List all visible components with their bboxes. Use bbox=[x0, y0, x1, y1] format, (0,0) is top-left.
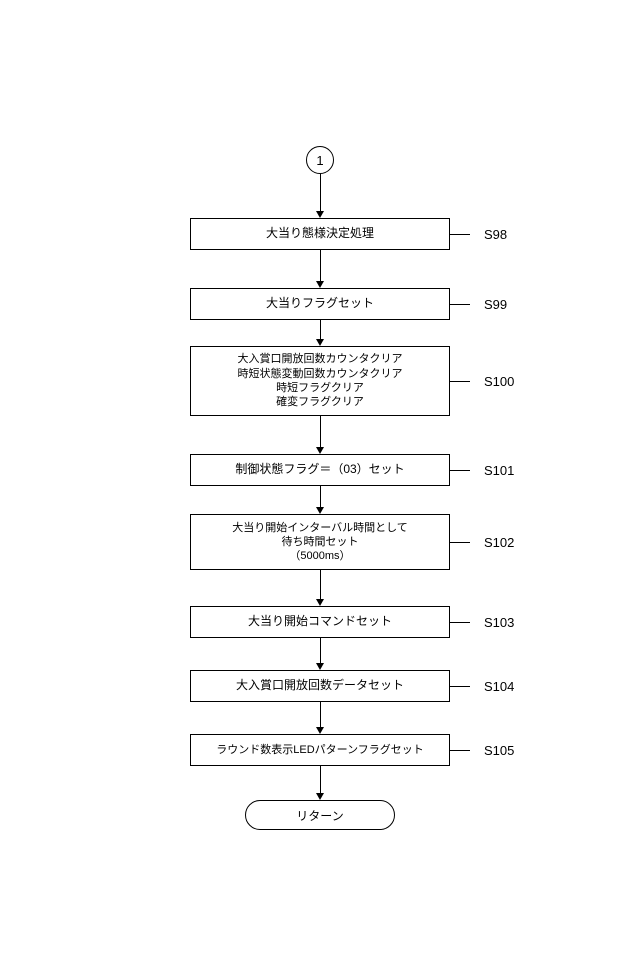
step-s105: ラウンド数表示LEDパターンフラグセット bbox=[190, 734, 450, 766]
step-s99: 大当りフラグセット bbox=[190, 288, 450, 320]
step-text: 大当り開始コマンドセット bbox=[248, 614, 392, 630]
step-label-s102: S102 bbox=[484, 535, 514, 550]
step-text: ラウンド数表示LEDパターンフラグセット bbox=[216, 743, 424, 757]
connector-circle: 1 bbox=[306, 146, 334, 174]
step-s102: 大当り開始インターバル時間として待ち時間セット（5000ms） bbox=[190, 514, 450, 570]
step-s100: 大入賞口開放回数カウンタクリア時短状態変動回数カウンタクリア時短フラグクリア確変… bbox=[190, 346, 450, 416]
step-label-s101: S101 bbox=[484, 463, 514, 478]
step-label-s104: S104 bbox=[484, 679, 514, 694]
step-label-s103: S103 bbox=[484, 615, 514, 630]
flowchart-canvas: 1 大当り態様決定処理 S98 大当りフラグセット S99 大入賞口開放回数カウンタクリア… bbox=[0, 0, 640, 964]
step-text: 大当り態様決定処理 bbox=[266, 226, 374, 242]
terminator-text: リターン bbox=[296, 807, 343, 824]
step-s98: 大当り態様決定処理 bbox=[190, 218, 450, 250]
step-s104: 大入賞口開放回数データセット bbox=[190, 670, 450, 702]
step-text: 大当りフラグセット bbox=[266, 296, 374, 312]
step-label-s100: S100 bbox=[484, 374, 514, 389]
step-label-s105: S105 bbox=[484, 743, 514, 758]
terminator-return: リターン bbox=[245, 800, 395, 830]
step-s103: 大当り開始コマンドセット bbox=[190, 606, 450, 638]
step-label-s98: S98 bbox=[484, 227, 507, 242]
connector-label: 1 bbox=[316, 153, 323, 168]
step-s101: 制御状態フラグ＝（03）セット bbox=[190, 454, 450, 486]
step-text: 制御状態フラグ＝（03）セット bbox=[235, 462, 404, 478]
step-text: 大入賞口開放回数データセット bbox=[236, 678, 404, 694]
step-text: 大当り開始インターバル時間として待ち時間セット（5000ms） bbox=[232, 521, 408, 564]
step-text: 大入賞口開放回数カウンタクリア時短状態変動回数カウンタクリア時短フラグクリア確変… bbox=[238, 352, 403, 409]
step-label-s99: S99 bbox=[484, 297, 507, 312]
